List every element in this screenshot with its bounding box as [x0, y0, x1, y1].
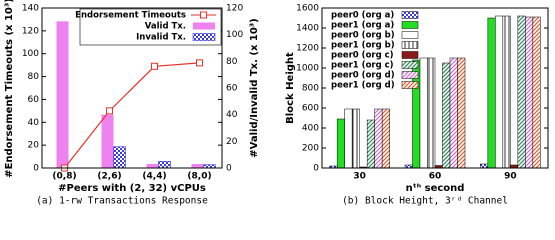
y2-axis-label: #Valid/Invalid Tx. (x 10³) [249, 18, 260, 158]
legend-swatch [401, 21, 419, 29]
bar [487, 17, 496, 169]
legend-label: Invalid Tx. [136, 33, 186, 43]
marker [151, 62, 158, 70]
bar [495, 15, 504, 169]
y-axis-label: #Endorsement Timeouts (x 10³) [4, 0, 15, 178]
bar [374, 108, 383, 169]
y-axis-label: Block Height [285, 52, 296, 124]
y-tick-label: 600 [302, 104, 319, 114]
line [64, 62, 200, 169]
legend-label: peer1 (org a) [331, 21, 394, 31]
y-tick-label: 20 [28, 141, 40, 151]
bar [366, 119, 375, 169]
y-tick-label: 1000 [296, 64, 319, 74]
legend-swatch [401, 31, 419, 39]
bar [532, 16, 541, 169]
y-tick-label: 140 [22, 4, 39, 14]
y-tick-label: 0 [33, 164, 39, 174]
caption: (b) Block Height, 3ʳᵈ Channel [342, 196, 508, 207]
legend-label: peer1 (org c) [331, 61, 394, 71]
bar [480, 163, 489, 169]
y2-tick-label: 20 [226, 137, 238, 147]
bar [146, 164, 159, 168]
x-tick-label: (8,0) [187, 172, 211, 182]
y-tick-label: 120 [22, 26, 39, 36]
x-tick-label: 90 [504, 172, 517, 182]
legend-label: peer0 (org d) [331, 71, 395, 81]
legend-swatch [401, 41, 419, 49]
y-tick-label: 1400 [296, 24, 319, 34]
bar [191, 164, 204, 168]
legend-swatch [193, 22, 215, 30]
y2-tick-label: 100 [226, 30, 243, 40]
bar [449, 57, 458, 169]
legend-swatch [401, 81, 419, 89]
y-tick-label: 100 [22, 49, 39, 59]
x-tick-label: (4,4) [142, 172, 166, 182]
y-tick-label: 0 [313, 164, 319, 174]
bar [113, 146, 126, 169]
plot-frame [321, 7, 549, 169]
x-tick-label: (0,8) [52, 172, 76, 182]
caption: (a) 1-rw Transactions Response [36, 196, 208, 207]
x-tick-label: 60 [429, 172, 442, 182]
legend-label: Endorsement Timeouts [75, 11, 186, 21]
x-axis-label: #Peers with (2, 32) vCPUs [58, 183, 206, 194]
bar [101, 114, 114, 168]
bar [381, 108, 390, 169]
figure: 0 20 40 60 80 100 120 140 (0,8) (2,6) (4,4) (8,0)#P… [4, 0, 549, 207]
y-tick-label: 1200 [296, 44, 319, 54]
y2-tick-label: 120 [226, 4, 243, 14]
y-tick-label: 200 [302, 144, 319, 154]
legend-swatch [401, 61, 419, 69]
bar [517, 15, 526, 169]
bar [442, 62, 451, 169]
y-tick-label: 60 [28, 95, 40, 105]
y-tick-label: 80 [28, 72, 40, 82]
bar [158, 161, 171, 169]
legend-label: peer1 (org b) [331, 41, 395, 51]
marker [106, 107, 113, 115]
y-tick-label: 400 [302, 124, 319, 134]
plot-frame [41, 7, 223, 169]
bar [351, 108, 360, 169]
legend-swatch [401, 71, 419, 79]
bar [525, 16, 534, 169]
bar [419, 57, 428, 169]
y2-tick-label: 60 [226, 84, 238, 94]
bar [457, 57, 466, 169]
bar [56, 21, 69, 169]
legend-swatch [192, 33, 216, 41]
bar [427, 57, 436, 169]
y2-tick-label: 0 [226, 164, 232, 174]
x-tick-label: (2,6) [97, 172, 121, 182]
legend-label: peer1 (org d) [331, 81, 395, 91]
legend-label: peer0 (org a) [331, 11, 394, 21]
legend-label: peer0 (org b) [331, 31, 395, 41]
bar [344, 108, 353, 169]
y-tick-label: 1600 [296, 4, 319, 14]
y-tick-label: 40 [28, 118, 40, 128]
x-tick-label: 30 [353, 172, 366, 182]
bar [336, 118, 345, 169]
x-axis-label: nᵗʰ second [406, 183, 465, 194]
y2-tick-label: 40 [226, 110, 238, 120]
bar [502, 15, 511, 169]
legend-marker [200, 11, 207, 19]
legend-label: Valid Tx. [145, 22, 186, 32]
legend-swatch [401, 11, 419, 19]
y2-tick-label: 80 [226, 57, 238, 67]
legend-swatch [401, 51, 419, 59]
page: {"chart_data": [ {"type": "combo", "capt… [4, 0, 549, 207]
legend-label: peer0 (org c) [331, 51, 394, 61]
marker [196, 59, 203, 67]
y-tick-label: 800 [302, 84, 319, 94]
